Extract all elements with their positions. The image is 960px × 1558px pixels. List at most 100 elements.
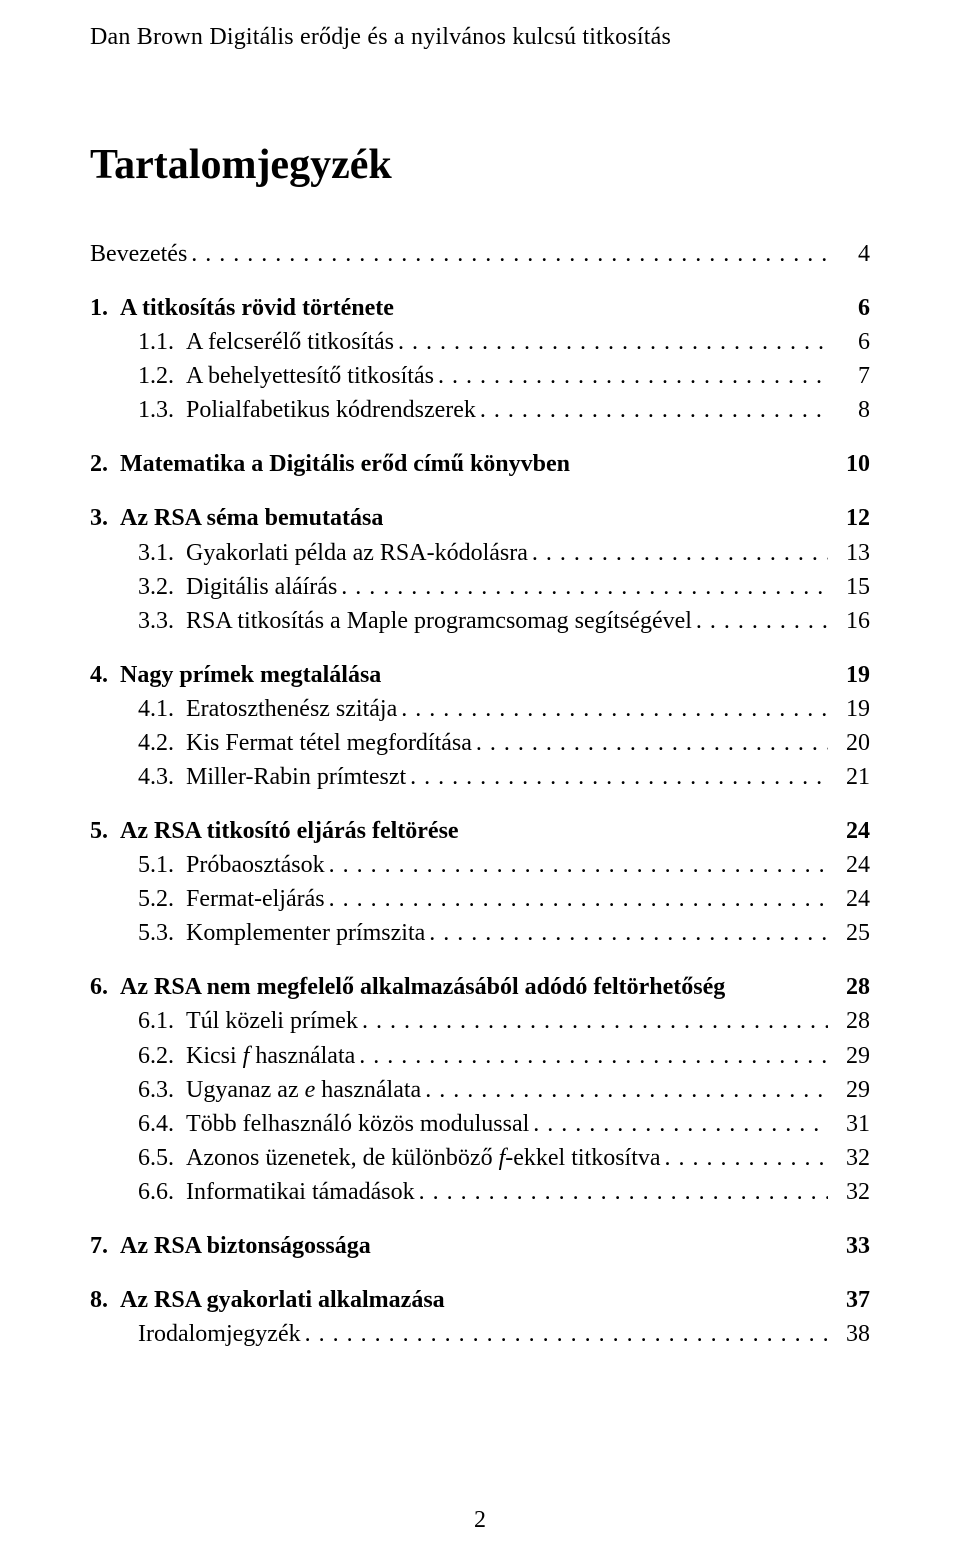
entry-label: Komplementer prímszita [186,916,425,950]
entry-number: 5.2. [138,882,174,916]
leader-dots [305,1317,828,1351]
entry-number: 4.1. [138,692,174,726]
toc-subentry: 5.3. Komplementer prímszita25 [138,916,870,950]
entry-label: A titkosítás rövid története [120,291,394,325]
entry-number: 6.1. [138,1004,174,1038]
page-number: 2 [0,1507,960,1534]
entry-number: 6.5. [138,1141,174,1175]
entry-label: Az RSA séma bemutatása [120,501,383,535]
entry-page: 16 [834,604,870,638]
table-of-contents: Bevezetés 4 1. A titkosítás rövid történet… [90,237,870,1351]
toc-subentry: 3.3. RSA titkosítás a Maple programcsoma… [138,604,870,638]
toc-subentry: 6.5. Azonos üzenetek, de különböző f-ekk… [138,1141,870,1175]
toc-entry: 7. Az RSA biztonságossága33 [90,1229,870,1263]
leader-dots [429,916,828,950]
leader-dots [665,1141,828,1175]
leader-dots [191,237,828,271]
entry-page: 24 [834,814,870,848]
entry-label: Az RSA titkosító eljárás feltörése [120,814,459,848]
entry-number: 3. [90,501,108,535]
toc-subentry: 3.2. Digitális aláírás15 [138,570,870,604]
entry-label: Kicsi f használata [186,1039,355,1073]
entry-label: Bevezetés [90,237,187,271]
toc-subentry: 6.3. Ugyanaz az e használata29 [138,1073,870,1107]
entry-label: Informatikai támadások [186,1175,415,1209]
entry-number: 3.1. [138,536,174,570]
leader-dots [341,570,828,604]
entry-page: 24 [834,882,870,916]
entry-number: 6.3. [138,1073,174,1107]
toc-subentry: 1.3. Polialfabetikus kódrendszerek8 [138,393,870,427]
entry-label: Próbaosztások [186,848,325,882]
entry-number: 4. [90,658,108,692]
entry-number: 4.3. [138,760,174,794]
leader-dots [438,359,828,393]
toc-entry: 3. Az RSA séma bemutatása 12 [90,501,870,535]
entry-label: Nagy prímek megtalálása [120,658,381,692]
toc-entry: 6. Az RSA nem megfelelő alkalmazásából a… [90,970,870,1004]
entry-number: 6. [90,970,108,1004]
entry-page: 28 [834,970,870,1004]
leader-dots [359,1039,828,1073]
toc-section: 5. Az RSA titkosító eljárás feltörése245… [90,814,870,950]
entry-label: Több felhasználó közös modulussal [186,1107,529,1141]
entry-label: Polialfabetikus kódrendszerek [186,393,476,427]
entry-page: 29 [834,1039,870,1073]
entry-label: Eratoszthenész szitája [186,692,397,726]
entry-page: 28 [834,1004,870,1038]
toc-entry: 1. A titkosítás rövid története6 [90,291,870,325]
entry-label: Túl közeli prímek [186,1004,358,1038]
toc-subentry: 4.2. Kis Fermat tétel megfordítása 20 [138,726,870,760]
entry-page: 21 [834,760,870,794]
toc-subentry: 1.1. A felcserélő titkosítás6 [138,325,870,359]
toc-section: 3. Az RSA séma bemutatása 123.1. Gyakorla… [90,501,870,637]
entry-number: 6.6. [138,1175,174,1209]
toc-section: 8. Az RSA gyakorlati alkalmazása37Irodal… [90,1283,870,1351]
toc-subentry: 5.2. Fermat-eljárás 24 [138,882,870,916]
toc-subentry: Irodalomjegyzék38 [138,1317,870,1351]
leader-dots [401,692,828,726]
entry-page: 10 [834,447,870,481]
toc-entry: 2. Matematika a Digitális erőd című köny… [90,447,870,481]
entry-page: 13 [834,536,870,570]
leader-dots [419,1175,828,1209]
entry-label: Kis Fermat tétel megfordítása [186,726,472,760]
toc-subentry: 1.2. A behelyettesítő titkosítás7 [138,359,870,393]
entry-page: 25 [834,916,870,950]
entry-page: 4 [834,237,870,271]
leader-dots [476,726,828,760]
toc-subentry: 4.1. Eratoszthenész szitája19 [138,692,870,726]
toc-subentry: 6.1. Túl közeli prímek 28 [138,1004,870,1038]
entry-label: Az RSA gyakorlati alkalmazása [120,1283,445,1317]
entry-page: 24 [834,848,870,882]
toc-subentry: 3.1. Gyakorlati példa az RSA-kódolásra13 [138,536,870,570]
toc-subentry: 5.1. Próbaosztások24 [138,848,870,882]
entry-label: A behelyettesítő titkosítás [186,359,434,393]
entry-number: 6.2. [138,1039,174,1073]
entry-number: 7. [90,1229,108,1263]
toc-subentry: 6.2. Kicsi f használata 29 [138,1039,870,1073]
entry-label: Fermat-eljárás [186,882,325,916]
entry-page: 12 [834,501,870,535]
entry-label: Digitális aláírás [186,570,337,604]
entry-page: 32 [834,1141,870,1175]
entry-page: 32 [834,1175,870,1209]
entry-label: RSA titkosítás a Maple programcsomag seg… [186,604,692,638]
entry-page: 6 [834,325,870,359]
entry-number: 1.2. [138,359,174,393]
leader-dots [425,1073,828,1107]
toc-entry: Bevezetés 4 [90,237,870,271]
toc-entry: 4. Nagy prímek megtalálása19 [90,658,870,692]
entry-number: 4.2. [138,726,174,760]
leader-dots [480,393,828,427]
toc-title: Tartalomjegyzék [90,141,870,189]
entry-page: 29 [834,1073,870,1107]
leader-dots [398,325,828,359]
toc-section: Bevezetés 4 [90,237,870,271]
leader-dots [362,1004,828,1038]
entry-label: Azonos üzenetek, de különböző f-ekkel ti… [186,1141,661,1175]
entry-page: 20 [834,726,870,760]
leader-dots [696,604,828,638]
entry-label: Irodalomjegyzék [138,1317,301,1351]
entry-number: 5. [90,814,108,848]
